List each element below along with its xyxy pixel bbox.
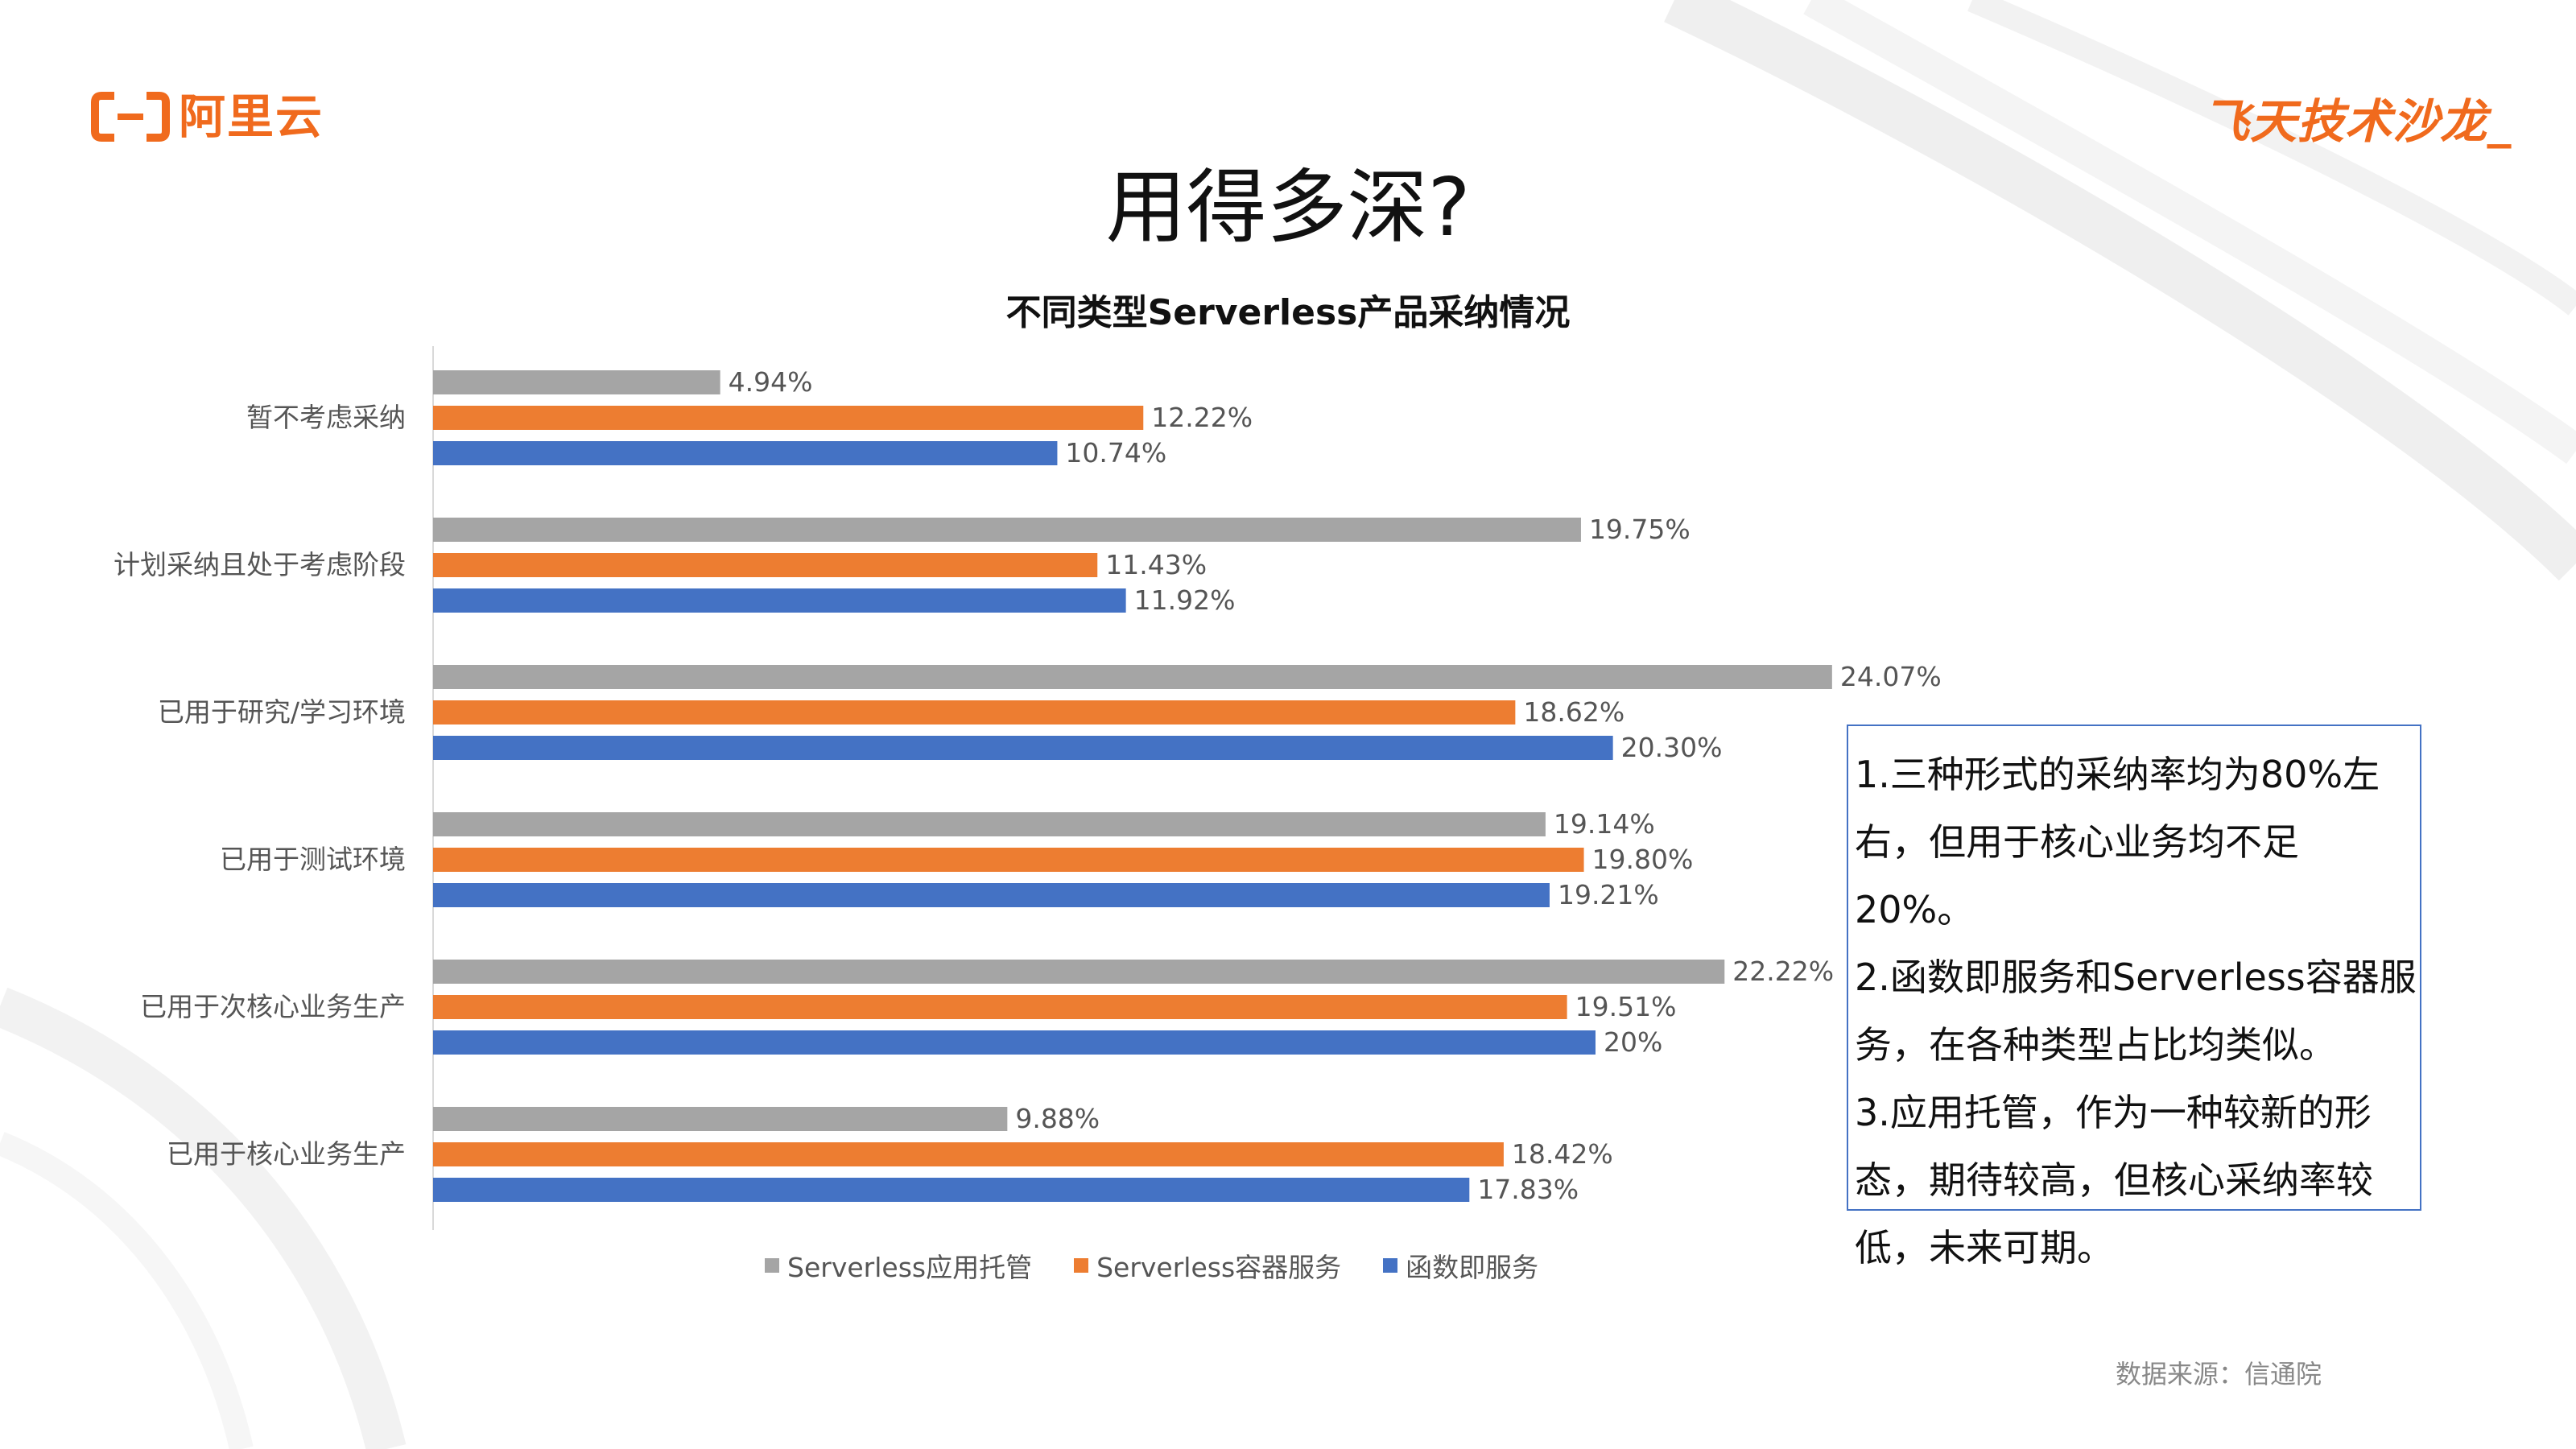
bar	[433, 441, 1058, 465]
note-line: 1.三种形式的采纳率均为80%左	[1855, 753, 2380, 796]
category-label: 已用于研究/学习环境	[158, 696, 406, 728]
chart-title: 不同类型Serverless产品采纳情况	[1005, 292, 1571, 333]
category-label: 已用于核心业务生产	[167, 1138, 406, 1170]
bar	[433, 812, 1546, 836]
category-label: 已用于测试环境	[220, 844, 406, 875]
data-label: 19.75%	[1589, 514, 1690, 545]
bar	[433, 1178, 1470, 1202]
data-label: 18.42%	[1512, 1138, 1613, 1170]
bar	[433, 883, 1550, 907]
data-label: 4.94%	[729, 366, 813, 398]
bar	[433, 995, 1567, 1019]
legend-item-container-service: Serverless容器服务	[1074, 1246, 1341, 1285]
note-line: 低，未来可期。	[1855, 1226, 2114, 1269]
data-label: 10.74%	[1065, 437, 1166, 469]
bar	[433, 960, 1725, 984]
insight-note-box: 1.三种形式的采纳率均为80%左 右，但用于核心业务均不足20%。 2.函数即服…	[1847, 724, 2421, 1269]
feitian-salon-logo: 飞天技术沙龙_	[2202, 94, 2512, 149]
bar	[433, 665, 1832, 689]
data-source: 数据来源：信通院	[2116, 1359, 2322, 1389]
note-line: 务，在各种类型占比均类似。	[1855, 1023, 2336, 1067]
note-line: 2.函数即服务和Serverless容器服	[1855, 956, 2417, 999]
bar	[433, 736, 1613, 760]
aliyun-logo-text: 阿里云	[179, 89, 324, 144]
data-label: 18.62%	[1523, 696, 1624, 728]
bar	[433, 848, 1584, 872]
legend-label: Serverless容器服务	[1096, 1252, 1342, 1283]
data-label: 24.07%	[1840, 661, 1942, 692]
aliyun-bracket-icon	[91, 92, 170, 142]
data-label: 9.88%	[1015, 1103, 1100, 1134]
category-label: 计划采纳且处于考虑阶段	[114, 549, 406, 580]
bar	[433, 518, 1581, 542]
note-line: 3.应用托管，作为一种较新的形	[1855, 1091, 2372, 1134]
legend-swatch	[765, 1258, 779, 1273]
bar	[433, 406, 1144, 430]
data-label: 19.14%	[1554, 808, 1655, 840]
legend-swatch	[1383, 1258, 1398, 1273]
category-label: 已用于次核心业务生产	[140, 991, 406, 1022]
bar	[433, 553, 1098, 577]
data-label: 20.30%	[1621, 732, 1723, 763]
page-title: 用得多深?	[1105, 160, 1471, 254]
bar	[433, 1030, 1596, 1055]
data-label: 22.22%	[1732, 956, 1834, 987]
data-label: 19.80%	[1592, 844, 1694, 875]
bar	[433, 370, 720, 394]
legend-label: Serverless应用托管	[787, 1252, 1033, 1283]
legend-swatch	[1074, 1258, 1089, 1273]
data-label: 17.83%	[1477, 1174, 1579, 1205]
data-label: 12.22%	[1151, 402, 1253, 433]
data-label: 11.92%	[1134, 584, 1236, 616]
chart-legend: Serverless应用托管 Serverless容器服务 函数即服务	[765, 1246, 1538, 1285]
bar	[433, 1107, 1008, 1131]
bar	[433, 588, 1126, 613]
note-line: 右，但用于核心业务均不足20%。	[1855, 820, 2299, 931]
bar	[433, 700, 1516, 724]
legend-item-faas: 函数即服务	[1383, 1246, 1538, 1285]
category-label: 暂不考虑采纳	[246, 402, 406, 433]
aliyun-logo: 阿里云	[90, 89, 324, 145]
note-line: 态，期待较高，但核心采纳率较	[1855, 1158, 2373, 1202]
legend-label: 函数即服务	[1406, 1252, 1539, 1283]
bar	[433, 1142, 1504, 1166]
data-label: 19.51%	[1575, 991, 1677, 1022]
data-label: 20%	[1604, 1026, 1662, 1058]
legend-item-app-hosting: Serverless应用托管	[765, 1246, 1032, 1285]
data-label: 11.43%	[1105, 549, 1207, 580]
data-label: 19.21%	[1558, 879, 1659, 910]
